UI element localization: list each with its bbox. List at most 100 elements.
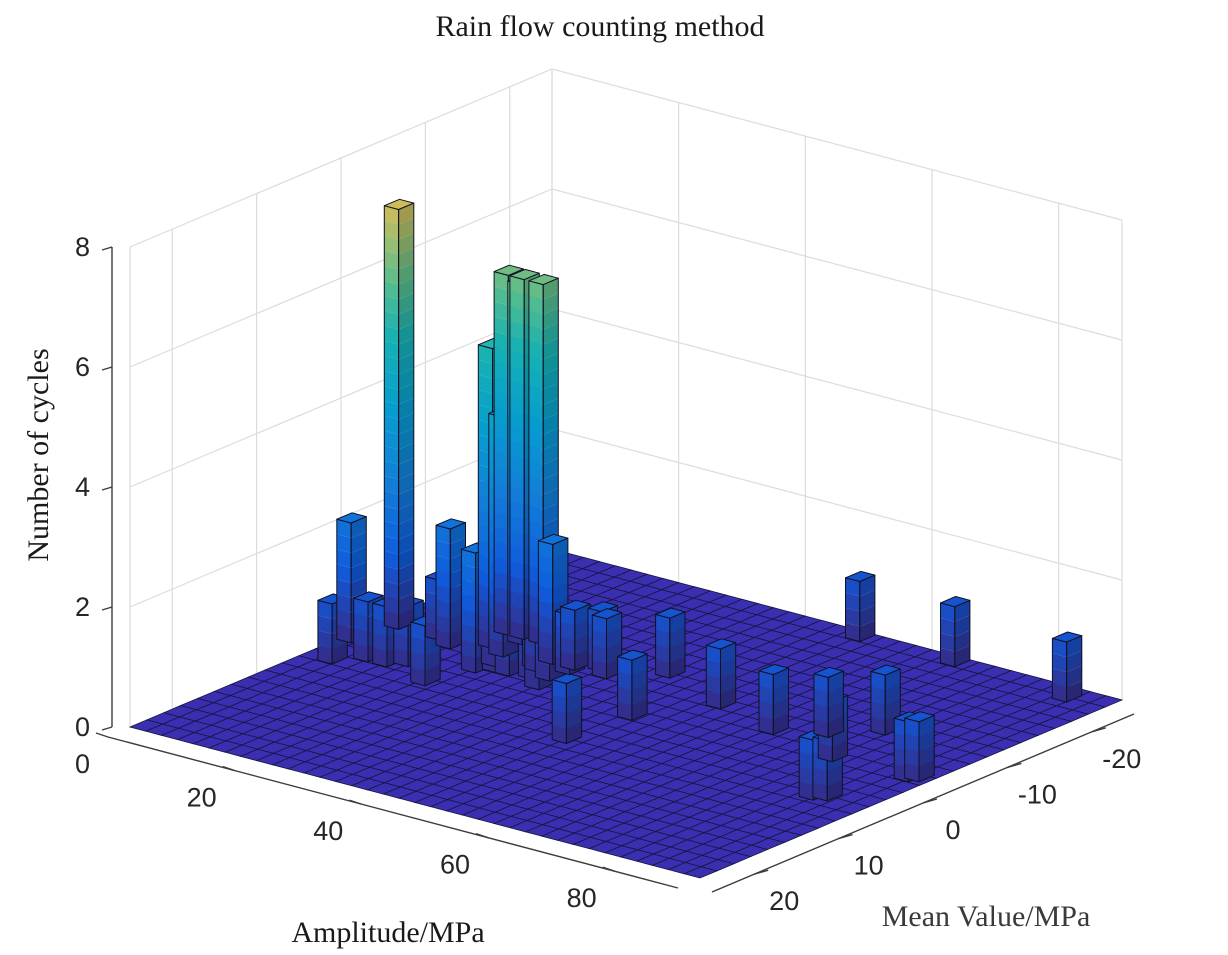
- bar-side-face: [566, 692, 582, 714]
- bar-front-face: [552, 679, 567, 699]
- bar-side-face: [398, 518, 414, 540]
- bar-front-face: [461, 549, 476, 569]
- bar-side-face: [606, 612, 622, 634]
- bar-side-face: [398, 248, 414, 270]
- bar-side-face: [954, 645, 970, 667]
- bar-top-face: [758, 663, 789, 676]
- bar-side-face: [859, 605, 875, 627]
- bar-side-face: [398, 593, 414, 615]
- bar-front-face: [813, 688, 829, 708]
- bar-front-face: [384, 505, 399, 525]
- bar-top-face: [353, 591, 384, 603]
- bar-front-face: [384, 430, 399, 450]
- bar-side-face: [828, 671, 844, 693]
- bar-front-face: [384, 490, 399, 510]
- y-tick-label: 0: [945, 815, 960, 845]
- bar-side-face: [832, 740, 848, 762]
- bar-front-face: [336, 519, 352, 538]
- bar-front-face: [592, 660, 607, 679]
- bar-front-face: [509, 620, 525, 640]
- bar-front-face: [509, 605, 525, 625]
- bar-front-face: [372, 603, 387, 622]
- bar-front-face: [384, 295, 399, 315]
- bar-front-face: [494, 271, 509, 291]
- bar-side-face: [351, 576, 367, 598]
- bar-front-face: [799, 736, 814, 756]
- bar-front-face: [494, 421, 509, 441]
- bar-front-face: [494, 601, 509, 621]
- bar-side-face: [543, 398, 559, 420]
- bar-front-face: [592, 630, 607, 649]
- y-tick: [838, 833, 853, 840]
- bar-front-face: [410, 667, 425, 686]
- bar-side-face: [398, 338, 414, 360]
- bar-side-face: [398, 308, 414, 330]
- bar-front-face: [617, 686, 632, 706]
- bar-front-face: [845, 622, 860, 642]
- bar-side-face: [827, 764, 843, 786]
- bar-side-face: [543, 413, 559, 435]
- bar-front-face: [759, 685, 774, 705]
- bar-top-face: [493, 264, 524, 276]
- bar-side-face: [398, 563, 414, 585]
- bar-front-face: [494, 616, 509, 636]
- bar-side-face: [885, 668, 901, 691]
- bar-front-face: [384, 610, 399, 630]
- bar-side-face: [543, 368, 559, 390]
- bar-front-face: [478, 389, 493, 409]
- bar-front-face: [528, 370, 544, 390]
- bar-front-face: [509, 395, 525, 415]
- bar-front-face: [509, 320, 525, 340]
- bar-front-face: [461, 579, 476, 599]
- bar-top-face: [705, 638, 737, 650]
- bar-front-face: [509, 500, 525, 520]
- bar-side-face: [398, 323, 414, 345]
- bar-front-face: [494, 511, 509, 531]
- bar-side-face: [398, 383, 414, 405]
- bar-front-face: [560, 651, 575, 671]
- bar-front-face: [509, 560, 525, 580]
- bar-side-face: [351, 546, 367, 568]
- bar-front-face: [353, 643, 368, 662]
- bar-front-face: [495, 657, 510, 677]
- bar-front-face: [655, 644, 670, 664]
- bar-front-face: [813, 718, 829, 738]
- bar-front-face: [372, 648, 387, 667]
- bar-side-face: [631, 653, 648, 676]
- bar-front-face: [494, 406, 509, 426]
- bar-front-face: [494, 376, 509, 396]
- y-tick-label: -10: [1018, 779, 1057, 809]
- bar-front-face: [509, 425, 525, 445]
- bar-side-face: [827, 779, 843, 801]
- bar-front-face: [494, 286, 509, 306]
- bar-side-face: [828, 716, 844, 738]
- x-tick-label: 80: [567, 883, 597, 913]
- bar-front-face: [436, 585, 451, 604]
- bar-side-face: [566, 677, 582, 699]
- bar-front-face: [494, 451, 509, 471]
- bar-front-face: [384, 475, 399, 495]
- bar-side-face: [398, 278, 414, 300]
- bar-front-face: [509, 290, 525, 310]
- bar-front-face: [1052, 638, 1067, 658]
- bar-front-face: [384, 535, 399, 555]
- bar: [845, 570, 876, 642]
- bar-front-face: [410, 652, 425, 671]
- bar: [655, 607, 686, 679]
- bar-front-face: [353, 628, 368, 647]
- bar-side-face: [398, 533, 414, 555]
- bar-front-face: [528, 505, 544, 525]
- bar-side-face: [828, 701, 844, 723]
- bar-side-face: [631, 698, 648, 721]
- bar-side-face: [828, 686, 844, 708]
- bar-side-face: [398, 548, 414, 570]
- bar: [1051, 631, 1083, 703]
- bar-front-face: [538, 630, 553, 650]
- bar-top-face: [509, 268, 540, 281]
- bar-front-face: [436, 525, 451, 544]
- bars: [317, 198, 1083, 802]
- bar-front-face: [706, 645, 721, 664]
- bar-side-face: [773, 698, 789, 720]
- bar-front-face: [461, 594, 476, 614]
- z-tick-label: 2: [75, 592, 90, 622]
